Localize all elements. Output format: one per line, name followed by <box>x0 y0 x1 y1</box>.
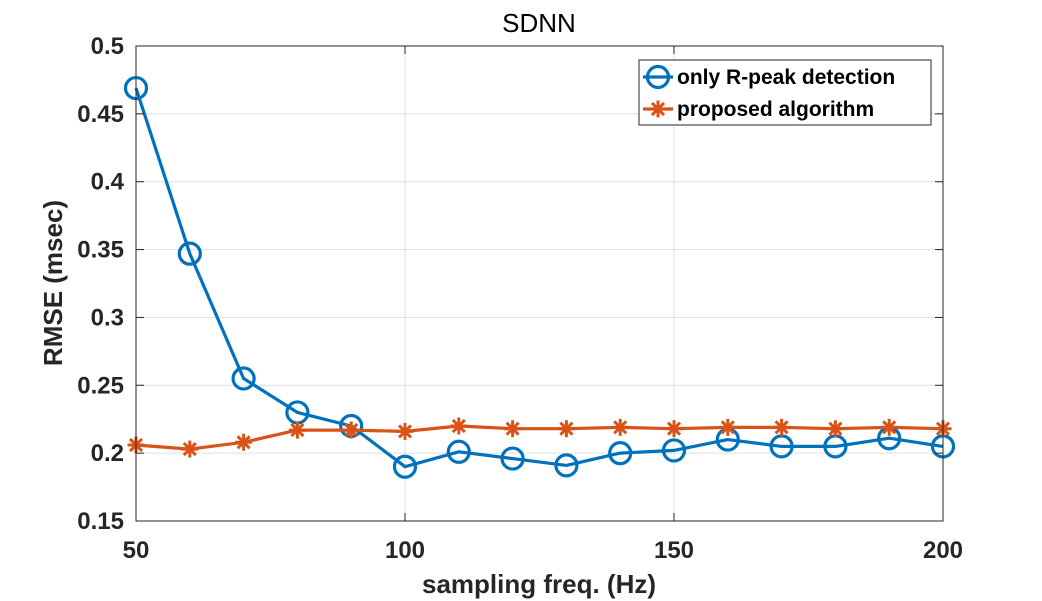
data-point-proposed <box>504 420 522 438</box>
legend-entry-r-peak: only R-peak detection <box>643 64 895 90</box>
legend-entry-proposed: proposed algorithm <box>643 98 874 121</box>
legend: only R-peak detection proposed algorithm <box>638 59 932 126</box>
data-point-proposed <box>773 418 791 436</box>
y-tick-label: 0.25 <box>77 372 124 399</box>
data-point-proposed <box>450 417 468 435</box>
data-point-proposed <box>396 422 414 440</box>
series-r-peak <box>123 75 956 479</box>
legend-entries: only R-peak detection proposed algorithm <box>643 64 895 121</box>
series-line-proposed <box>135 424 944 451</box>
y-tick-label: 0.4 <box>91 169 125 196</box>
x-tick-label: 200 <box>923 537 963 564</box>
y-tick-label: 0.35 <box>77 237 124 264</box>
y-tick-label: 0.3 <box>91 304 124 331</box>
data-point-r-peak <box>446 439 471 464</box>
data-point-proposed <box>880 418 898 436</box>
legend-label: proposed algorithm <box>677 98 874 121</box>
data-point-proposed <box>826 420 844 438</box>
data-point-proposed <box>665 420 683 438</box>
series-line-r-peak <box>134 87 944 469</box>
tick-labels: 50 100 150 200 0.15 0.2 0.25 0.3 0.35 0.4 0.45 0.5 <box>77 33 963 564</box>
data-point-proposed <box>288 421 306 439</box>
y-tick-label: 0.45 <box>77 101 124 128</box>
y-tick-label: 0.5 <box>91 33 124 60</box>
data-point-r-peak <box>554 453 579 478</box>
data-point-r-peak <box>392 454 418 479</box>
data-point-r-peak <box>231 366 256 391</box>
chart-title: SDNN <box>502 8 576 38</box>
data-point-r-peak <box>661 438 687 463</box>
ticks <box>135 45 944 522</box>
legend-label: only R-peak detection <box>677 66 895 89</box>
legend-swatch-marker <box>649 100 667 118</box>
data-point-r-peak <box>177 241 202 266</box>
data-point-proposed <box>719 418 737 436</box>
legend-swatch-marker <box>645 64 671 90</box>
data-point-proposed <box>611 418 629 436</box>
y-tick-label: 0.15 <box>77 508 124 535</box>
x-tick-label: 150 <box>654 537 694 564</box>
legend-box <box>638 59 932 126</box>
x-axis-label: sampling freq. (Hz) <box>422 569 656 599</box>
y-tick-label: 0.2 <box>91 440 124 467</box>
data-point-proposed <box>557 420 575 438</box>
data-point-r-peak <box>500 446 525 471</box>
data-point-r-peak <box>608 441 633 466</box>
x-tick-label: 50 <box>123 537 150 564</box>
data-point-proposed <box>342 421 360 439</box>
plot-border <box>135 45 944 522</box>
x-tick-label: 100 <box>385 537 425 564</box>
data-point-proposed <box>235 433 253 451</box>
y-axis-label: RMSE (msec) <box>38 200 68 366</box>
data-point-proposed <box>181 440 199 458</box>
